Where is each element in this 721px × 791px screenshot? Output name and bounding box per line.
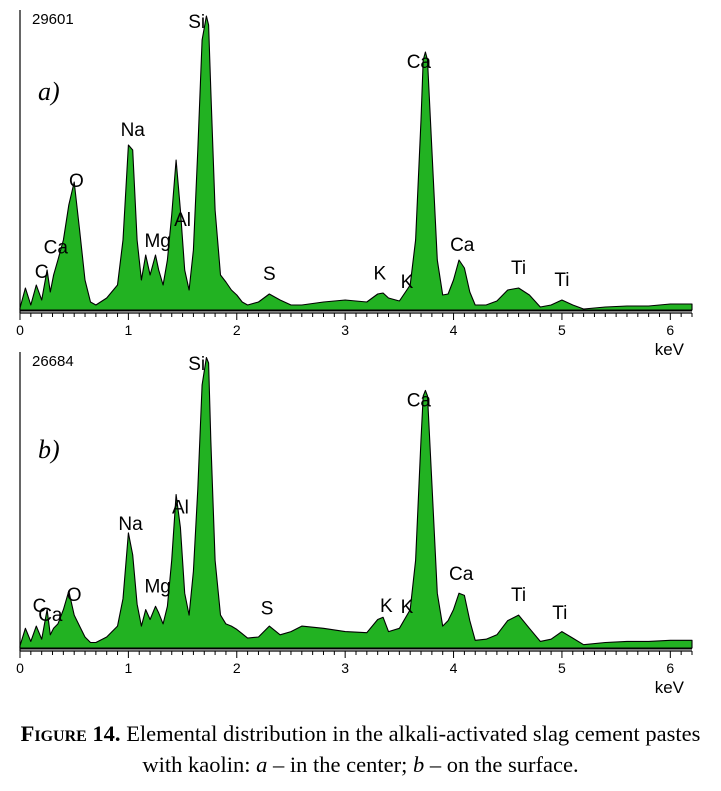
x-axis-unit: keV (655, 678, 685, 697)
x-tick-label: 4 (450, 322, 458, 338)
peak-label: Si (188, 12, 205, 33)
x-tick-label: 2 (233, 660, 241, 676)
figure-caption: Figure 14. Elemental distribution in the… (0, 718, 721, 780)
x-tick-label: 2 (233, 322, 241, 338)
x-tick-label: 3 (341, 660, 349, 676)
peak-label: S (261, 598, 274, 619)
peak-label: Ca (407, 52, 432, 73)
x-tick-label: 1 (124, 660, 132, 676)
caption-text-2: – in the center; (267, 752, 413, 777)
peak-label: Ca (407, 390, 432, 411)
caption-text-1: Elemental distribution in the alkali-act… (120, 721, 701, 777)
x-tick-label: 5 (558, 660, 566, 676)
caption-var-a: a (256, 752, 268, 777)
peak-label: Ti (511, 585, 526, 606)
peak-label: Ti (511, 258, 526, 279)
peak-label: O (69, 171, 84, 192)
x-axis-unit: keV (655, 340, 685, 359)
x-tick-label: 4 (450, 660, 458, 676)
x-tick-label: 0 (16, 660, 24, 676)
peak-label: Ca (450, 235, 475, 256)
spectrum-area (19, 15, 693, 311)
spectrum-area (19, 356, 693, 649)
peak-label: K (380, 596, 393, 617)
peak-label: Na (118, 514, 143, 535)
peak-label: Al (174, 210, 191, 231)
peak-label: Ti (554, 270, 569, 291)
caption-label: Figure 14. (20, 721, 121, 746)
peak-label: C (35, 262, 49, 283)
peak-label: K (374, 264, 387, 285)
peak-label: Mg (144, 577, 170, 598)
max-count-label: 29601 (32, 11, 74, 28)
peak-label: Na (121, 120, 146, 141)
panel-letter: a) (38, 77, 60, 106)
x-tick-label: 1 (124, 322, 132, 338)
x-tick-label: 6 (666, 660, 674, 676)
peak-label: Ca (44, 238, 69, 259)
peak-label: S (263, 264, 276, 285)
peak-label: K (401, 597, 414, 618)
x-tick-label: 3 (341, 322, 349, 338)
peak-label: Ti (552, 603, 567, 624)
peak-label: Mg (144, 231, 170, 252)
peak-label: Ca (38, 605, 63, 626)
peak-label: C (33, 596, 47, 617)
peak-label: Ca (449, 564, 474, 585)
panel-letter: b) (38, 435, 60, 464)
x-tick-label: 6 (666, 322, 674, 338)
x-tick-label: 0 (16, 322, 24, 338)
peak-label: Si (188, 354, 205, 375)
peak-label: K (401, 272, 414, 293)
caption-text-3: – on the surface. (424, 752, 579, 777)
caption-var-b: b (413, 752, 425, 777)
x-tick-label: 5 (558, 322, 566, 338)
max-count-label: 26684 (32, 353, 74, 370)
peak-label: Al (172, 497, 189, 518)
peak-label: O (67, 585, 82, 606)
